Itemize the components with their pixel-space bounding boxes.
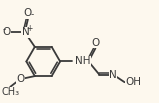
Text: -: - <box>3 25 6 35</box>
Text: O: O <box>2 27 10 37</box>
Text: +: + <box>27 24 33 33</box>
Text: NH: NH <box>75 56 90 66</box>
Text: O: O <box>16 74 24 84</box>
Text: CH₃: CH₃ <box>1 87 19 97</box>
Text: N: N <box>109 70 117 80</box>
Text: O: O <box>91 38 100 48</box>
Text: N: N <box>22 27 29 37</box>
Text: OH: OH <box>125 77 141 87</box>
Text: -: - <box>31 11 34 20</box>
Text: O: O <box>24 8 32 18</box>
